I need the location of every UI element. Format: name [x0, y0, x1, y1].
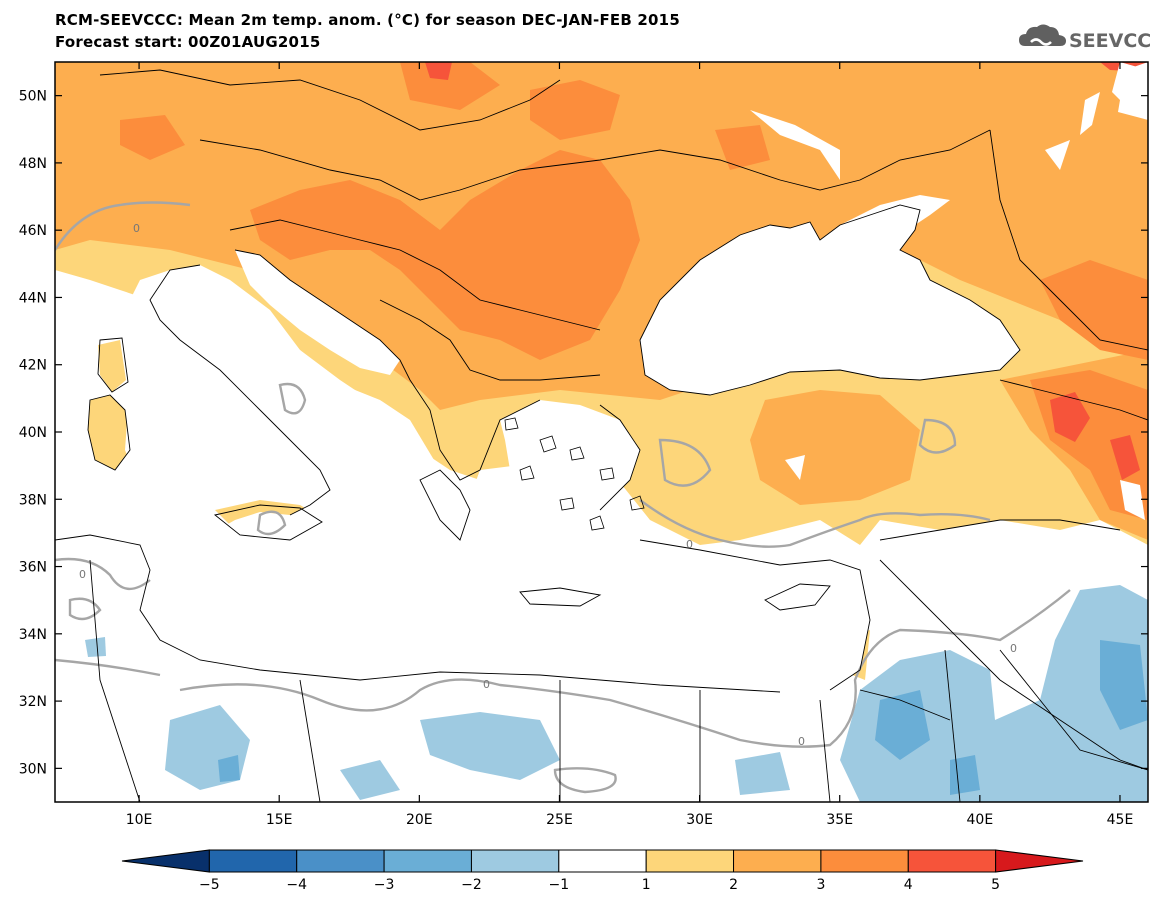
- anomaly-region-4-5: [425, 62, 452, 80]
- colorbar-label: −5: [199, 877, 220, 893]
- contour-label: 0: [483, 678, 490, 691]
- lat-tick-label: 40N: [19, 425, 47, 441]
- lon-tick-label: 15E: [266, 812, 293, 828]
- anomaly-region-4-5: [1110, 435, 1140, 480]
- anomaly-region-2-3: [750, 390, 920, 505]
- lat-tick-label: 36N: [19, 560, 47, 576]
- lon-tick-label: 10E: [126, 812, 153, 828]
- zero-anomaly-contours: [55, 201, 1071, 794]
- tyrrhenian-sea: [125, 360, 250, 505]
- cloud-icon: [1019, 24, 1066, 46]
- colorbar-swatch: [470, 849, 560, 873]
- colorbar-label: −1: [548, 877, 569, 893]
- latitude-axis: 50N 48N 46N 44N 42N 40N 38N 36N 34N 32N 30N: [19, 89, 1148, 777]
- map-title: RCM-SEEVCCC: Mean 2m temp. anom. (°C) fo…: [55, 11, 680, 29]
- anomaly-region-neg-2-3: [1100, 640, 1148, 730]
- anomaly-region-neg-2-3: [218, 755, 240, 782]
- contour-label: 0: [1010, 642, 1017, 655]
- lake-and-ice-patches: [750, 62, 1148, 520]
- colorbar-label: 2: [729, 877, 738, 893]
- mediterranean-sea: [130, 265, 870, 692]
- contour-label: 0: [79, 568, 86, 581]
- aegean-sea: [500, 400, 640, 520]
- lat-tick-label: 42N: [19, 358, 47, 374]
- colorbar-swatch: [208, 849, 298, 873]
- contour-zero-labels: 0 0 0 0 0 0: [79, 222, 1017, 748]
- colorbar-label: 5: [991, 877, 1000, 893]
- anomaly-region-neg-1-2: [420, 712, 560, 780]
- anomaly-region-3-4: [1040, 260, 1148, 360]
- lat-tick-label: 48N: [19, 156, 47, 172]
- colorbar-swatch: [383, 849, 472, 873]
- colorbar-label: −4: [286, 877, 307, 893]
- anomaly-region-neg-2-3: [875, 690, 930, 760]
- lon-tick-label: 40E: [967, 812, 994, 828]
- colorbar-label: 3: [816, 877, 825, 893]
- colorbar-swatch: [296, 849, 385, 873]
- black-sea: [640, 205, 1020, 395]
- colorbar-swatch: [645, 849, 735, 873]
- sea-of-azov: [840, 195, 950, 245]
- lon-tick-label: 30E: [686, 812, 713, 828]
- colorbar-swatch: [995, 849, 1084, 873]
- country-borders: [55, 69, 1148, 802]
- anomaly-region-1-2: [98, 340, 126, 392]
- contour-label: 0: [686, 538, 693, 551]
- anomaly-region-neg-1-2: [735, 752, 790, 795]
- adriatic-sea: [235, 250, 400, 375]
- map-subtitle: Forecast start: 00Z01AUG2015: [55, 33, 321, 51]
- anomaly-region-neg-1-2: [340, 760, 400, 800]
- contour-label: 0: [798, 735, 805, 748]
- colorbar-label: 1: [642, 877, 651, 893]
- anomaly-region-neg-1-2: [85, 637, 106, 657]
- colorbar-swatch: [558, 849, 647, 873]
- lat-tick-label: 30N: [19, 761, 47, 777]
- lon-tick-label: 45E: [1107, 812, 1134, 828]
- lat-tick-label: 38N: [19, 492, 47, 508]
- lat-tick-label: 46N: [19, 223, 47, 239]
- aegean-islands: [504, 417, 645, 531]
- contour-label: 0: [133, 222, 140, 235]
- lat-tick-label: 34N: [19, 627, 47, 643]
- lat-tick-label: 32N: [19, 694, 47, 710]
- colorbar-label: −2: [461, 877, 482, 893]
- lon-tick-label: 25E: [546, 812, 573, 828]
- colorbar-label: −3: [374, 877, 395, 893]
- lon-tick-label: 35E: [826, 812, 853, 828]
- anomaly-region-4-5: [1050, 392, 1090, 442]
- lat-tick-label: 50N: [19, 89, 47, 105]
- anomaly-region-3-4: [120, 115, 185, 160]
- colorbar-swatch: [907, 849, 997, 873]
- lat-tick-label: 44N: [19, 290, 47, 306]
- map-field: 0 0 0 0 0 0: [55, 62, 1148, 802]
- anomaly-region-3-4: [250, 150, 640, 360]
- anomaly-region-neg-2-3: [950, 755, 980, 795]
- colorbar-swatch: [733, 849, 822, 873]
- anomaly-region-1-2: [88, 395, 130, 470]
- anomaly-region-3-4: [530, 80, 620, 140]
- anomaly-region-3-4: [715, 125, 770, 170]
- colorbar-label: 4: [904, 877, 913, 893]
- logo-text: SEEVCCC: [1069, 30, 1151, 52]
- anomaly-region-3-4: [400, 62, 500, 110]
- seevccc-logo: SEEVCCC: [1019, 24, 1151, 52]
- colorbar-swatch: [820, 849, 909, 873]
- lon-tick-label: 20E: [406, 812, 433, 828]
- colorbar-swatch: [121, 849, 210, 873]
- longitude-axis: 10E 15E 20E 25E 30E 35E 40E 45E: [126, 62, 1134, 828]
